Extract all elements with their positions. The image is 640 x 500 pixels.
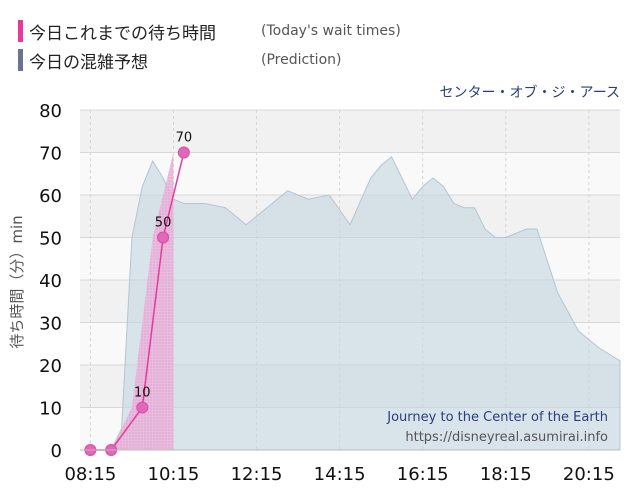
y-tick-label: 30	[39, 314, 62, 335]
legend-item-actual: 今日これまでの待ち時間 (Today's wait times)	[18, 20, 401, 44]
plot-band	[80, 110, 620, 153]
data-label: 50	[155, 216, 172, 231]
x-tick-label: 18:15	[480, 464, 532, 485]
y-tick-label: 40	[39, 271, 62, 292]
data-point	[136, 401, 149, 414]
credit-title: Journey to the Center of the Earth	[386, 410, 608, 425]
legend-swatch-prediction	[18, 49, 23, 71]
x-tick-label: 10:15	[148, 464, 200, 485]
legend-label-en: (Prediction)	[261, 52, 342, 68]
y-tick-label: 10	[39, 399, 62, 420]
y-axis: 0 10 20 30 40 50 60 70 80	[39, 101, 62, 462]
y-tick-label: 50	[39, 229, 62, 250]
x-tick-label: 14:15	[314, 464, 366, 485]
y-tick-label: 70	[39, 144, 62, 165]
credit-url: https://disneyreal.asumirai.info	[405, 430, 608, 445]
x-axis: 08:15 10:15 12:15 14:15 16:15 18:15 20:15	[64, 449, 620, 485]
x-tick-label: 08:15	[64, 464, 116, 485]
y-tick-label: 20	[39, 356, 62, 377]
legend-label-en: (Today's wait times)	[261, 23, 401, 39]
y-axis-label: 待ち時間（分）min	[8, 215, 26, 348]
data-markers	[84, 146, 190, 456]
legend-label-ja: 今日の混雑予想	[29, 52, 148, 73]
y-tick-label: 0	[51, 441, 62, 462]
x-tick-label: 20:15	[563, 464, 615, 485]
legend-label-ja: 今日これまでの待ち時間	[29, 23, 216, 44]
legend-swatch-actual	[18, 20, 23, 42]
attraction-name: センター・オブ・ジ・アース	[439, 85, 620, 101]
y-tick-label: 60	[39, 186, 62, 207]
legend-item-prediction: 今日の混雑予想 (Prediction)	[18, 49, 342, 73]
actual-area	[90, 152, 174, 450]
data-label: 10	[134, 386, 151, 401]
data-labels: 10 50 70	[134, 131, 192, 401]
data-point	[157, 231, 170, 244]
data-label: 70	[176, 131, 193, 146]
x-tick-label: 12:15	[231, 464, 283, 485]
x-tick-label: 16:15	[397, 464, 449, 485]
data-point	[177, 146, 190, 159]
y-tick-label: 80	[39, 101, 62, 122]
